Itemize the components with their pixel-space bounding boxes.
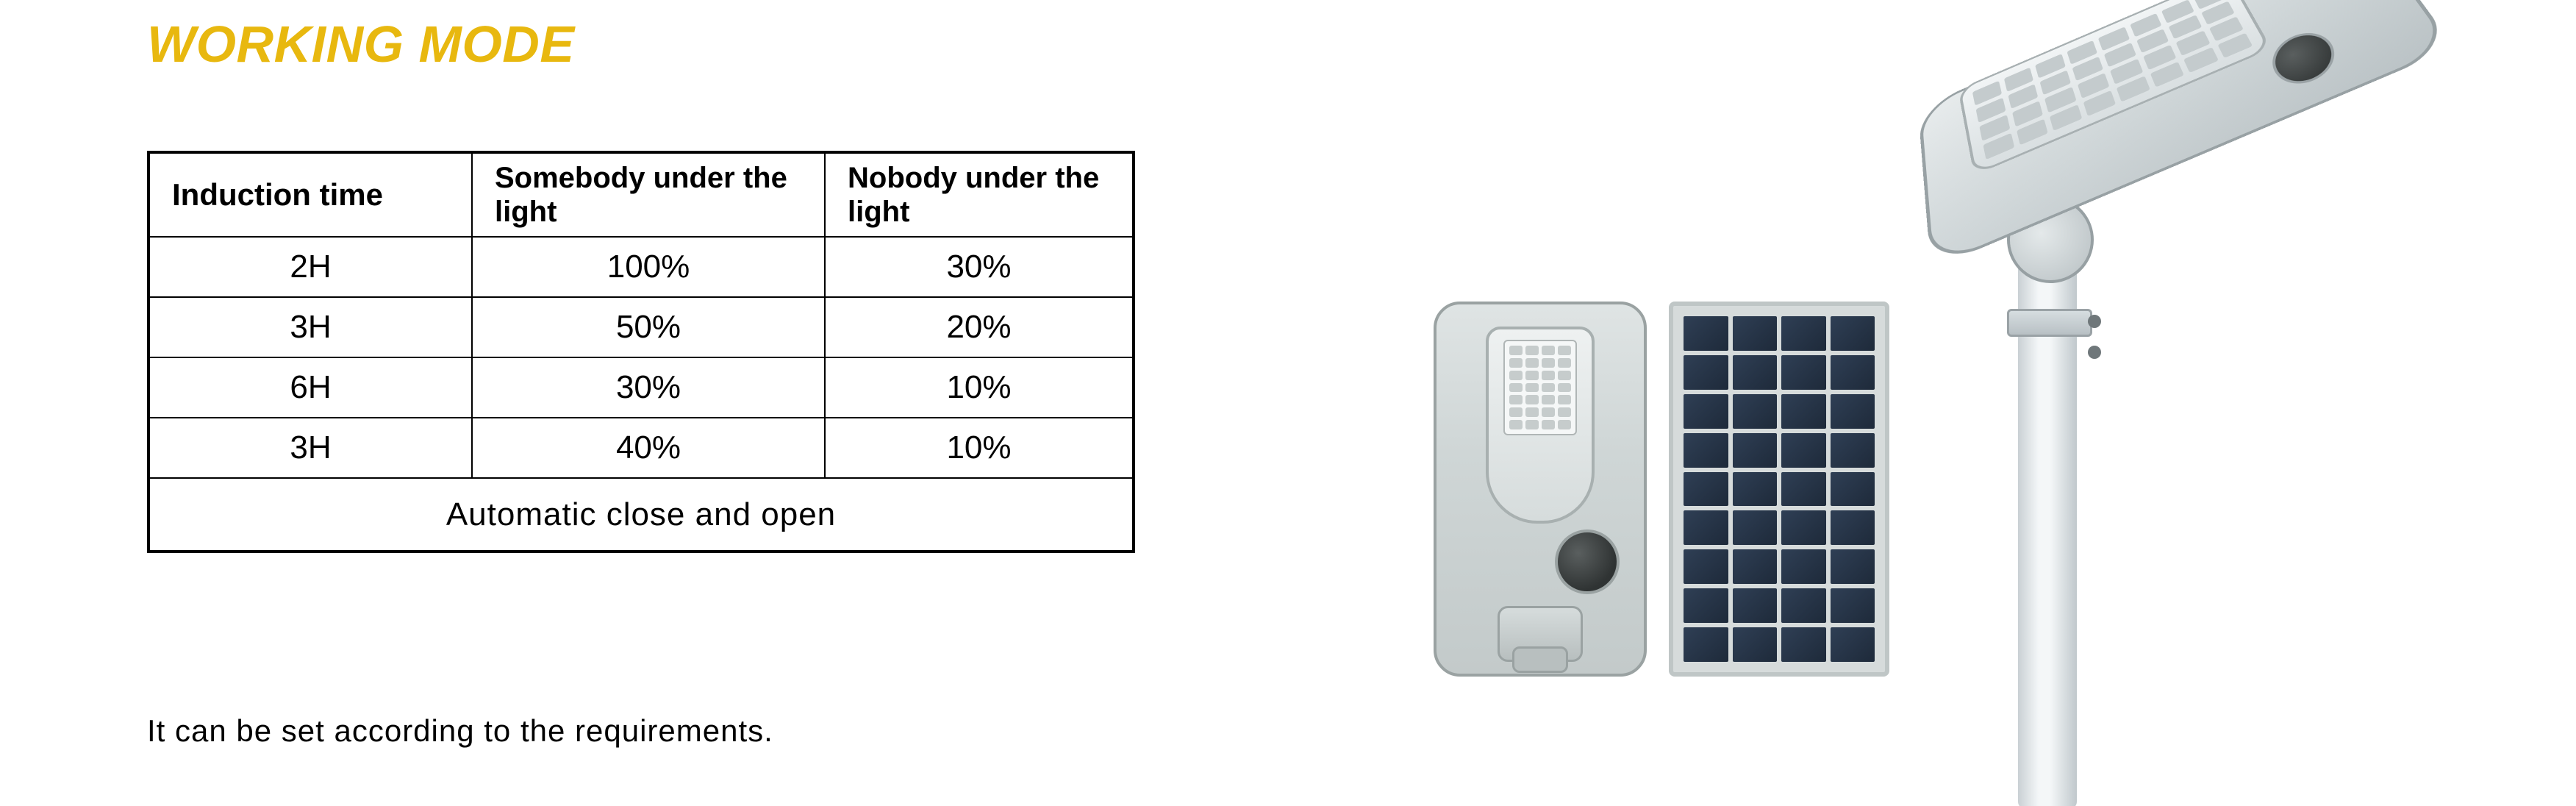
pole-bolt-icon (2088, 315, 2101, 328)
table-row: 3H 40% 10% (149, 418, 1134, 478)
cell-time: 2H (149, 237, 472, 297)
cell-time: 6H (149, 357, 472, 418)
header-somebody: Somebody under the light (472, 152, 825, 237)
product-illustration (1397, 0, 2514, 806)
cell-nobody: 10% (825, 418, 1134, 478)
pole-bolt-icon (2088, 346, 2101, 359)
working-mode-table-wrap: Induction time Somebody under the light … (147, 151, 1135, 553)
cell-somebody: 100% (472, 237, 825, 297)
cell-somebody: 40% (472, 418, 825, 478)
cell-time: 3H (149, 418, 472, 478)
cell-time: 3H (149, 297, 472, 357)
cell-nobody: 30% (825, 237, 1134, 297)
motion-sensor-icon (1555, 529, 1620, 594)
lamp-front-view (1434, 302, 1647, 677)
solar-panel-cells (1684, 316, 1875, 662)
solar-panel (1669, 302, 1889, 677)
pole-clamp (2007, 309, 2092, 337)
lamp-led-housing (1486, 327, 1595, 524)
table-footer: Automatic close and open (149, 478, 1134, 552)
section-title: WORKING MODE (147, 15, 575, 74)
cell-somebody: 30% (472, 357, 825, 418)
header-nobody: Nobody under the light (825, 152, 1134, 237)
working-mode-table: Induction time Somebody under the light … (147, 151, 1135, 553)
page-root: WORKING MODE Induction time Somebody und… (0, 0, 2576, 806)
cell-nobody: 20% (825, 297, 1134, 357)
header-induction-time: Induction time (149, 152, 472, 237)
table-row: 6H 30% 10% (149, 357, 1134, 418)
table-footer-row: Automatic close and open (149, 478, 1134, 552)
lamp-mount-bracket (1498, 606, 1583, 662)
table-row: 2H 100% 30% (149, 237, 1134, 297)
cell-somebody: 50% (472, 297, 825, 357)
mounting-pole (2018, 206, 2077, 806)
footnote: It can be set according to the requireme… (147, 713, 773, 749)
lamp-head-perspective (1873, 0, 2449, 288)
lamp-led-grid (1503, 340, 1577, 435)
table-row: 3H 50% 20% (149, 297, 1134, 357)
table-header-row: Induction time Somebody under the light … (149, 152, 1134, 237)
cell-nobody: 10% (825, 357, 1134, 418)
